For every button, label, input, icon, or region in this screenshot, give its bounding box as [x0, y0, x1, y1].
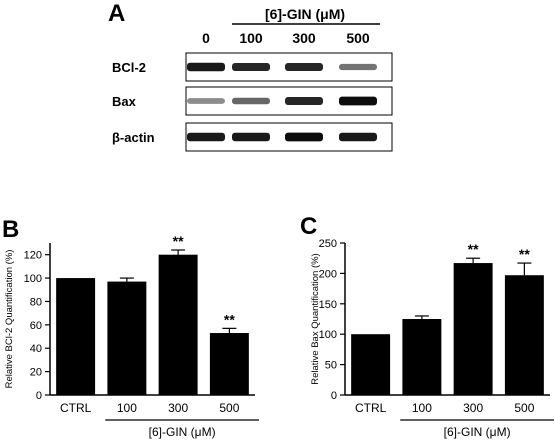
- y-tick-label: 200: [319, 268, 337, 280]
- y-tick-label: 0: [36, 390, 42, 402]
- x-tick-label: 100: [412, 401, 432, 415]
- significance-label: **: [468, 241, 479, 257]
- y-tick-label: 80: [30, 296, 42, 308]
- treatment-label: [6]-GIN (μM): [265, 6, 345, 22]
- blot-band: [187, 62, 225, 72]
- y-axis-label: Relative Bax Quantification (%): [310, 253, 321, 384]
- bar: [453, 263, 493, 395]
- blot-row-label: BCl-2: [112, 60, 146, 75]
- significance-label: **: [173, 233, 184, 249]
- blot-band: [285, 62, 323, 72]
- chart-bax: C 0 50 100 150 200 250 Relative Bax Quantifica…: [300, 213, 554, 439]
- x-tick-label: 100: [117, 401, 137, 415]
- lane-label: 300: [292, 30, 316, 46]
- x-tick-label: 300: [463, 401, 483, 415]
- y-tick-label: 250: [319, 238, 337, 250]
- blot-band: [232, 62, 270, 72]
- panel-letter-b: B: [2, 216, 19, 243]
- blot-band: [285, 96, 323, 106]
- x-tick-label: 500: [514, 401, 534, 415]
- y-tick-label: 60: [30, 320, 42, 332]
- significance-label: **: [224, 311, 235, 327]
- y-tick-label: 40: [30, 343, 42, 355]
- y-tick-label: 0: [331, 390, 337, 402]
- blot-band: [339, 132, 377, 142]
- blot-band: [232, 97, 270, 105]
- blot-rows: BCl-2 Bax β-actin: [112, 52, 393, 152]
- chart-bcl2: B 0 20 40 60 80 100 120 Relative BCl-2 Quantifi…: [2, 216, 259, 439]
- bar: [107, 281, 147, 395]
- lane-label: 100: [239, 30, 263, 46]
- group-label: [6]-GIN (μM): [149, 425, 216, 439]
- blot-band: [285, 132, 323, 142]
- blot-band: [232, 132, 270, 142]
- blot-band: [187, 98, 225, 104]
- blot-row-label: Bax: [112, 94, 137, 109]
- panel-letter-a: A: [108, 0, 125, 27]
- x-tick-label: 300: [168, 401, 188, 415]
- blot-band: [339, 63, 377, 71]
- x-tick-label: CTRL: [60, 401, 92, 415]
- significance-label: **: [519, 246, 530, 262]
- y-tick-label: 20: [30, 367, 42, 379]
- blot-band: [339, 96, 377, 106]
- panel-letter-c: C: [300, 213, 317, 240]
- blot-band: [187, 132, 225, 142]
- blot-row-label: β-actin: [112, 130, 155, 145]
- lane-label: 0: [202, 30, 210, 46]
- blot-panel: A [6]-GIN (μM) 0 100 300 500 BCl-2 Bax β-acti…: [108, 0, 393, 152]
- lane-label: 500: [346, 30, 370, 46]
- bar: [351, 334, 391, 395]
- y-tick-label: 150: [319, 299, 337, 311]
- y-axis-label: Relative BCl-2 Quantification (%): [4, 250, 15, 389]
- bar: [56, 278, 96, 395]
- bar: [158, 254, 198, 395]
- x-tick-label: CTRL: [355, 401, 387, 415]
- y-tick-label: 50: [325, 360, 337, 372]
- x-tick-label: 500: [219, 401, 239, 415]
- y-tick-label: 100: [24, 273, 42, 285]
- bar: [504, 275, 544, 395]
- y-tick-label: 100: [319, 329, 337, 341]
- group-label: [6]-GIN (μM): [444, 425, 511, 439]
- bar: [209, 333, 249, 395]
- lane-labels: 0 100 300 500: [202, 30, 370, 46]
- y-tick-label: 120: [24, 250, 42, 262]
- bar: [402, 319, 442, 395]
